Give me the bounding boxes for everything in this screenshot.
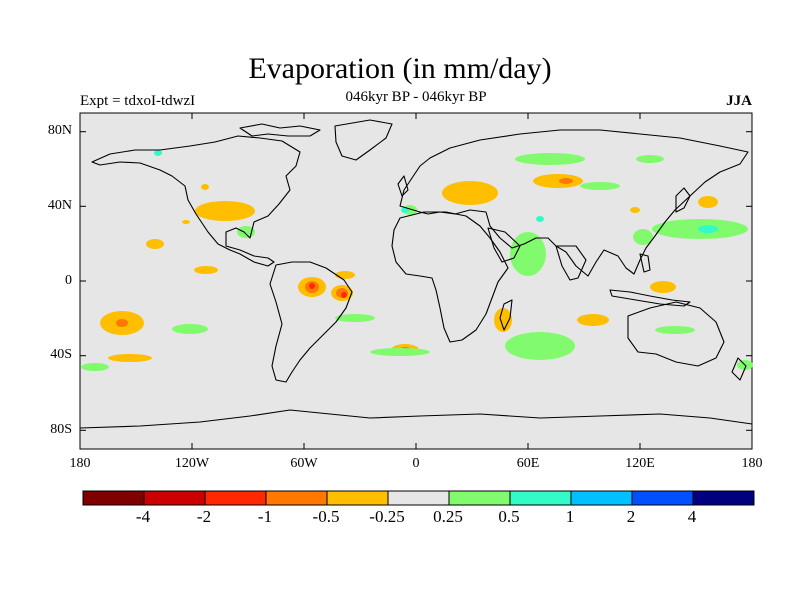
patch: [636, 155, 664, 163]
colorbar-label: 0.5: [498, 507, 520, 526]
positive-anomaly-patches: [81, 153, 753, 371]
colorbar-swatch: [570, 490, 633, 506]
patch: [505, 332, 575, 360]
patch: [116, 319, 128, 327]
patch: [633, 229, 653, 245]
coastline-indonesia: [609, 289, 691, 307]
colorbar-swatch: [326, 490, 389, 506]
strong-positive-cores: [154, 150, 718, 233]
coastline-arabia: [487, 227, 521, 263]
patch: [698, 196, 718, 208]
patch: [335, 314, 375, 322]
colorbar-swatch: [692, 490, 755, 506]
coastline-madagascar: [499, 299, 513, 331]
x-tick-label: 120E: [625, 456, 655, 471]
y-tick-label: 40S: [50, 347, 72, 362]
x-tick-label: 60W: [290, 456, 318, 471]
coastline-north-america: [91, 135, 301, 267]
colorbar-swatch: [82, 490, 145, 506]
patch: [698, 225, 718, 233]
x-tick-label: 180: [741, 456, 763, 471]
patch: [533, 174, 583, 188]
coastline-africa: [391, 211, 509, 343]
colorbar: [82, 490, 755, 506]
colorbar-label: 0.25: [433, 507, 463, 526]
x-tick-label: 60E: [516, 456, 540, 471]
y-tick-label: 80S: [50, 422, 72, 437]
chart-title: Evaporation (in mm/day): [248, 52, 552, 85]
colorbar-label: -2: [196, 507, 212, 526]
patch: [341, 292, 347, 298]
coastline-india: [555, 245, 587, 281]
colorbar-swatch: [509, 490, 572, 506]
colorbar-swatch: [387, 490, 450, 506]
y-tick-label: 80N: [47, 123, 72, 138]
axis-ticks: [80, 113, 752, 449]
colorbar-swatch: [631, 490, 694, 506]
coastline-greenland: [334, 119, 393, 161]
coastline-uk: [397, 175, 409, 197]
patch: [108, 354, 152, 362]
colorbar-label: 1: [565, 507, 575, 526]
colorbar-label: -1: [257, 507, 273, 526]
colorbar-label: 2: [626, 507, 636, 526]
patch: [182, 220, 190, 224]
coastline-arctic-islands: [239, 123, 321, 137]
coastline-australia: [627, 301, 725, 367]
coastline-new-zealand: [731, 357, 747, 381]
coastline-antarctica: [79, 409, 753, 429]
patch: [494, 308, 512, 332]
patch: [510, 232, 546, 276]
colorbar-swatch: [265, 490, 328, 506]
colorbar-swatch: [448, 490, 511, 506]
experiment-label: Expt = tdxoI-tdwzI: [80, 93, 196, 109]
patch: [154, 150, 162, 156]
patch: [442, 181, 498, 205]
coastline-philippines: [639, 253, 651, 273]
patch: [559, 178, 573, 184]
map-background: [79, 112, 753, 450]
x-tick-label: 0: [412, 456, 420, 471]
patch: [309, 283, 315, 289]
patch: [335, 271, 355, 279]
colorbar-label: 4: [687, 507, 697, 526]
patch: [580, 182, 620, 190]
coastlines: [79, 119, 753, 429]
coastline-south-america: [269, 261, 353, 383]
chart-subtitle: 046kyr BP - 046kyr BP: [345, 89, 487, 105]
patch: [201, 184, 209, 190]
x-tick-label: 180: [69, 456, 91, 471]
patch: [515, 153, 585, 165]
patch: [630, 207, 640, 213]
patch: [146, 239, 164, 249]
colorbar-label: -0.25: [369, 507, 405, 526]
patch: [81, 363, 109, 371]
patch: [370, 348, 430, 356]
patch: [577, 314, 609, 326]
colorbar-label: -0.5: [312, 507, 340, 526]
x-tick-label: 120W: [174, 456, 210, 471]
very-strong-negative-cores: [309, 283, 347, 298]
y-tick-label: 40N: [47, 198, 72, 213]
y-tick-label: 0: [65, 273, 72, 288]
coastline-japan: [675, 187, 691, 213]
colorbar-label: -4: [135, 507, 151, 526]
patch: [536, 216, 544, 222]
season-label: JJA: [726, 93, 752, 109]
colorbar-swatch: [204, 490, 267, 506]
patch: [194, 266, 218, 274]
patch: [195, 201, 255, 221]
patch: [172, 324, 208, 334]
patch: [655, 326, 695, 334]
patch: [650, 281, 676, 293]
colorbar-swatch: [143, 490, 206, 506]
coastline-eurasia: [399, 129, 749, 277]
